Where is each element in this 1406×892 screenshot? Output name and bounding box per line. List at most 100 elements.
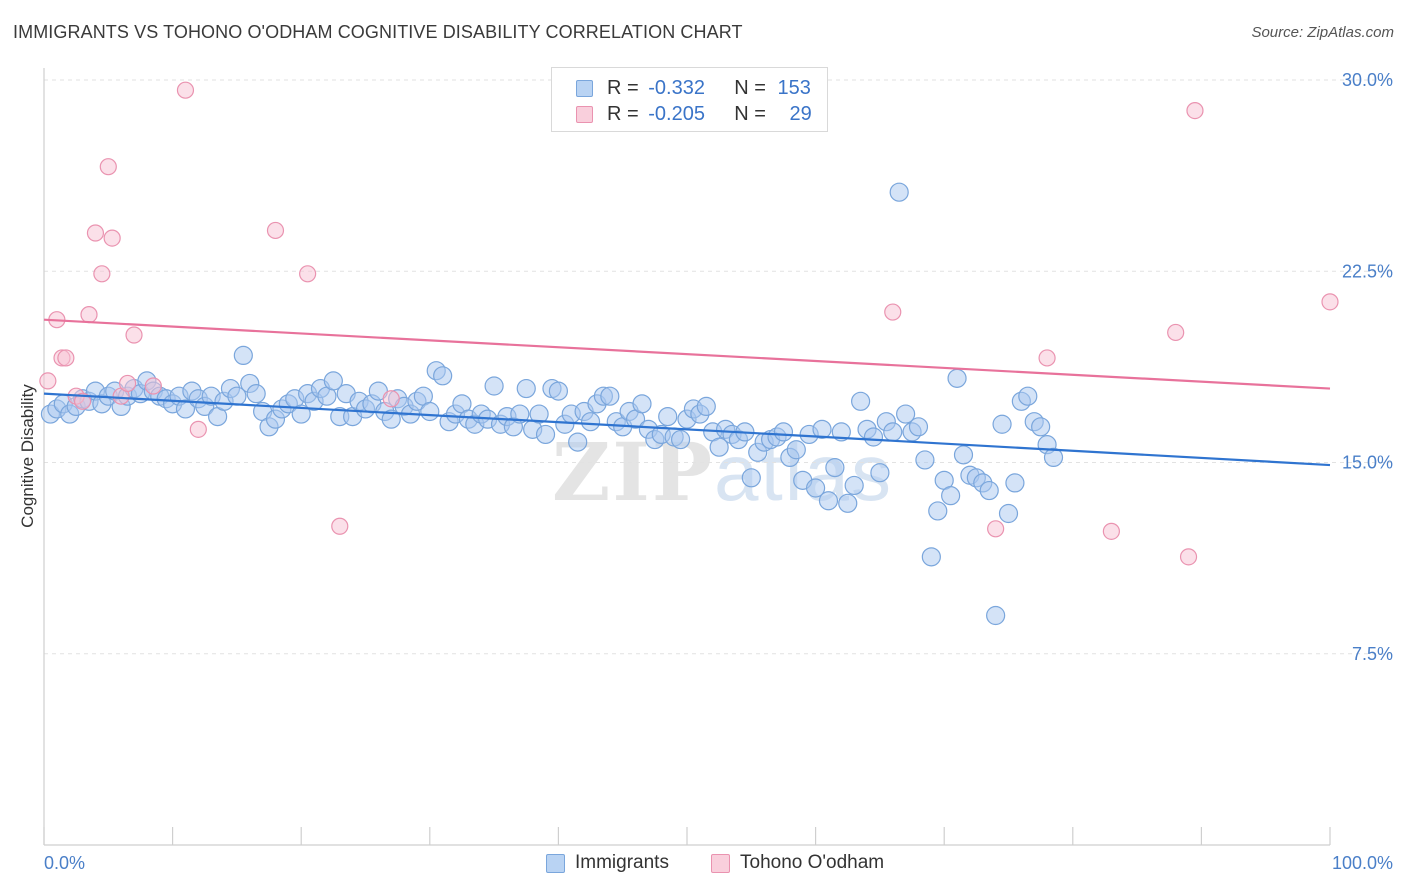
immigrants-point: [870, 463, 890, 483]
tohono-point: [99, 158, 117, 176]
immigrants-point: [529, 404, 549, 424]
x-tick-label: 100.0%: [1332, 853, 1393, 873]
y-tick-label: 22.5%: [1342, 261, 1393, 281]
immigrants-point: [175, 399, 196, 419]
stats-legend: R = -0.332 N = 153 R = -0.205 N = 29: [551, 67, 828, 132]
immigrants-point: [953, 445, 974, 465]
tohono-point: [80, 306, 98, 324]
immigrants-point: [246, 384, 266, 404]
trend-lines: [43, 318, 1331, 467]
tohono-point: [266, 221, 285, 240]
legend-n-label: N =: [734, 102, 766, 125]
tohono-trend-line: [43, 318, 1331, 390]
immigrants-point: [831, 422, 851, 442]
tohono-point: [382, 390, 400, 408]
legend-swatch-immigrants: [546, 853, 565, 873]
immigrants-point: [1043, 447, 1064, 467]
tohono-point: [1102, 522, 1120, 540]
legend-label-tohono: Tohono O'odham: [740, 852, 885, 873]
immigrants-point: [896, 404, 916, 424]
tohono-point: [1167, 323, 1185, 342]
legend-r-value: -0.205: [648, 102, 705, 125]
immigrants-point: [568, 432, 588, 452]
legend-r-label: R =: [607, 76, 639, 99]
tohono-point: [1186, 101, 1204, 120]
immigrants-point: [883, 422, 903, 442]
tohono-point: [884, 303, 902, 321]
immigrants-point: [979, 480, 999, 501]
immigrants-point: [986, 605, 1006, 626]
legend-n-value: 153: [777, 76, 811, 99]
legend-item-immigrants: Immigrants: [546, 852, 669, 874]
immigrants-point: [741, 468, 761, 488]
legend-row-immigrants: R = -0.332 N = 153: [576, 76, 811, 100]
immigrants-point: [233, 345, 253, 365]
tohono-points: [39, 81, 1339, 566]
chart-title: IMMIGRANTS VS TOHONO O'ODHAM COGNITIVE D…: [13, 22, 743, 42]
immigrants-point: [516, 378, 536, 399]
immigrants-point: [818, 491, 839, 511]
tohono-point: [189, 420, 207, 438]
legend-row-tohono: R = -0.205 N = 29: [576, 102, 812, 126]
x-tick-labels: 0.0% 100.0%: [44, 853, 1393, 873]
immigrants-point: [915, 450, 935, 470]
legend-n-label: N =: [734, 76, 766, 99]
tohono-point: [73, 392, 92, 410]
immigrants-point: [786, 440, 806, 460]
immigrants-point: [696, 396, 716, 416]
immigrants-point: [812, 419, 832, 439]
immigrants-point: [998, 503, 1019, 524]
legend-item-tohono: Tohono O'odham: [711, 852, 884, 874]
immigrants-point: [548, 381, 569, 401]
immigrants-point: [838, 493, 858, 513]
immigrants-point: [510, 404, 530, 424]
gridlines: [44, 79, 1395, 655]
tohono-point: [86, 224, 105, 242]
tohono-point: [331, 517, 349, 535]
tohono-point: [144, 377, 162, 395]
tohono-point: [1321, 293, 1339, 311]
tohono-point: [125, 326, 143, 344]
immigrants-point: [433, 366, 453, 386]
series-legend: Immigrants Tohono O'odham: [0, 852, 1406, 878]
immigrants-point: [632, 394, 652, 414]
immigrants-point: [805, 478, 826, 498]
immigrants-point: [773, 422, 794, 442]
y-tick-label: 7.5%: [1352, 644, 1393, 664]
x-tick-label: 0.0%: [44, 853, 85, 873]
tohono-point: [987, 520, 1005, 538]
immigrants-point: [658, 407, 678, 427]
tohono-point: [118, 374, 137, 393]
immigrants-point: [928, 501, 948, 521]
immigrants-point: [709, 437, 729, 457]
tohono-point: [176, 81, 195, 99]
immigrants-point: [844, 475, 864, 496]
y-tick-label: 15.0%: [1342, 453, 1393, 473]
immigrants-trend-line: [43, 392, 1331, 467]
immigrants-point: [323, 371, 343, 391]
immigrants-point: [535, 424, 556, 445]
immigrants-point: [851, 391, 871, 411]
immigrants-point: [908, 417, 929, 437]
immigrants-point: [921, 547, 941, 567]
immigrants-point: [484, 376, 504, 396]
tohono-point: [1038, 349, 1056, 367]
immigrants-point: [381, 409, 401, 429]
immigrants-point: [580, 412, 601, 432]
legend-swatch-tohono: [711, 853, 730, 873]
immigrants-point: [947, 368, 967, 388]
legend-label-immigrants: Immigrants: [575, 852, 669, 873]
immigrants-point: [600, 386, 620, 406]
immigrants-point: [863, 427, 884, 447]
legend-r-value: -0.332: [648, 76, 705, 99]
immigrants-point: [1031, 417, 1051, 437]
immigrants-points: [40, 182, 1064, 626]
immigrants-point: [670, 429, 691, 450]
immigrants-point: [291, 404, 311, 424]
y-tick-label: 30.0%: [1342, 70, 1393, 90]
immigrants-point: [889, 182, 909, 202]
y-tick-labels: 7.5% 15.0% 22.5% 30.0%: [1342, 70, 1393, 664]
immigrants-point: [1018, 386, 1038, 406]
immigrants-point: [825, 458, 845, 478]
